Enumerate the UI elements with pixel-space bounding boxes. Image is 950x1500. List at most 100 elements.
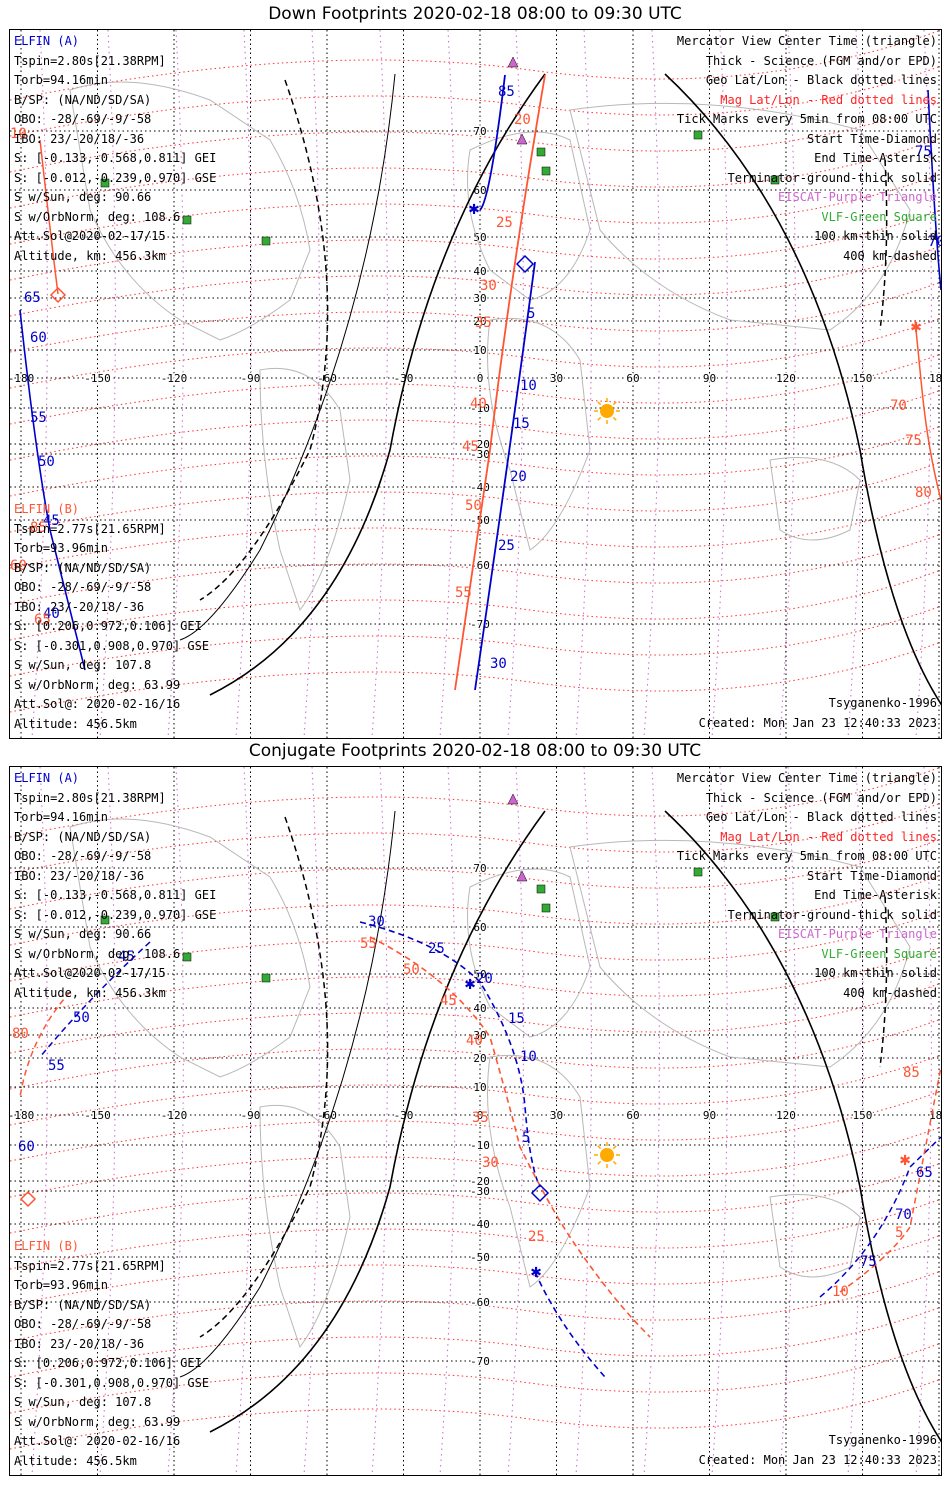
- coastline: [769, 1194, 861, 1278]
- legend-item: End Time-Asterisk: [814, 151, 937, 165]
- sun-ray: [612, 416, 617, 421]
- vlf-square-icon: [693, 130, 703, 140]
- mag-lat-line: [10, 281, 941, 353]
- legend-item: Terminator-ground-thick solid: [727, 907, 937, 922]
- elfin-a-line: B/SP: (NA/ND/SD/SA): [14, 829, 152, 844]
- elfin-a-track: [927, 89, 941, 291]
- terminator-line: [209, 73, 546, 696]
- elfin-a-line: S w/OrbNorm, deg: 108.6: [14, 209, 181, 224]
- elfin-a-tick-label: 30: [490, 656, 507, 672]
- elfin-a-tick-label: 10: [520, 378, 537, 394]
- elfin-b-line: Altitude: 456.5km: [14, 716, 137, 731]
- elfin-a-line: Altitude, km: 456.3km: [14, 985, 166, 1000]
- mag-lon-line: [575, 30, 592, 738]
- elfin-b-tick-label: 10: [832, 1284, 849, 1300]
- elfin-a-tick-label: 15: [508, 1011, 525, 1027]
- elfin-b-tick-label: 55: [455, 585, 472, 601]
- mag-lon-line: [99, 767, 116, 1475]
- elfin-b-info: ELFIN (B) Tspin=2.77s[21.65RPM] Torb=93.…: [14, 1237, 209, 1471]
- lat-label: -30: [470, 448, 490, 461]
- lon-label: -180: [10, 1109, 34, 1122]
- elfin-a-line: S w/OrbNorm, deg: 108.6: [14, 946, 181, 961]
- legend-item: End Time-Asterisk: [814, 888, 937, 902]
- lat-label: 10: [473, 344, 486, 357]
- lat-label: 20: [473, 1052, 486, 1065]
- lon-label: 120: [776, 1109, 796, 1122]
- lon-label: 30: [550, 372, 563, 385]
- elfin-a-line: S: [-0.012,-0.239,0.970] GSE: [14, 170, 217, 185]
- lon-label: 150: [853, 372, 873, 385]
- elfin-a-tick-label: 55: [48, 1058, 65, 1074]
- lon-label: -60: [317, 1109, 337, 1122]
- elfin-a-line: S w/Sun, deg: 90.66: [14, 190, 152, 204]
- elfin-b-line: Altitude: 456.5km: [14, 1453, 137, 1468]
- elfin-a-tick-label: 65: [24, 290, 41, 306]
- legend-item: 400 km-dashed: [843, 985, 937, 1000]
- lon-label: 60: [626, 1109, 639, 1122]
- elfin-a-line: Tspin=2.80s[21.38RPM]: [14, 790, 166, 805]
- legend-item: Mag Lat/Lon - Red dotted lines: [720, 92, 937, 107]
- elfin-a-line: S: [-0.133,-0.568,0.811] GEI: [14, 888, 217, 902]
- lat-label: 20: [473, 315, 486, 328]
- mag-lat-line: [10, 461, 941, 533]
- terminator-100km: [179, 810, 396, 1378]
- legend-item: Terminator-ground-thick solid: [727, 170, 937, 185]
- lat-label: 50: [473, 231, 486, 244]
- terminator-400km: [879, 896, 888, 1068]
- eiscat-triangle-icon: [516, 870, 528, 882]
- elfin-b-track: [454, 74, 546, 691]
- elfin-b-track: [39, 139, 59, 295]
- elfin-b-tick-label: 35: [475, 315, 492, 331]
- lon-label: -90: [241, 1109, 261, 1122]
- elfin-b-line: Att.Sol@: 2020-02-16/16: [14, 1434, 181, 1448]
- legend-item: VLF-Green Square: [821, 946, 937, 961]
- elfin-b-tick-label: 25: [528, 1229, 545, 1245]
- mag-lon-line: [915, 767, 932, 1475]
- terminator-400km: [199, 816, 329, 1338]
- mag-lat-line: [10, 641, 941, 713]
- elfin-a-tick-label: 15: [513, 416, 530, 432]
- mag-lat-line: [10, 767, 941, 838]
- mag-lat-line: [10, 1378, 941, 1450]
- elfin-a-line: Tspin=2.80s[21.38RPM]: [14, 53, 166, 68]
- elfin-a-tick-label: 50: [73, 1010, 90, 1026]
- mag-lon-line: [643, 767, 660, 1475]
- mag-lon-line: [167, 767, 184, 1475]
- lat-label: -40: [470, 1218, 490, 1231]
- lon-label: 150: [853, 1109, 873, 1122]
- legend-item: VLF-Green Square: [821, 209, 937, 224]
- lon-label: -150: [84, 372, 111, 385]
- elfin-b-tick-label: 80: [12, 1026, 29, 1042]
- lon-label: 0: [477, 1109, 484, 1122]
- elfin-b-tick-label: 40: [466, 1033, 483, 1049]
- lon-label: 0: [477, 372, 484, 385]
- coastline: [69, 81, 311, 341]
- mag-lat-line: [10, 533, 941, 605]
- elfin-a-tick-label: 75: [915, 144, 932, 160]
- elfin-b-tick-label: 55: [360, 936, 377, 952]
- elfin-b-tick-label: 20: [514, 112, 531, 128]
- coastline: [487, 317, 591, 551]
- legend-item: EISCAT-Purple Triangle: [778, 927, 937, 941]
- mag-lat-line: [10, 1234, 941, 1306]
- elfin-a-track: [474, 74, 536, 691]
- lon-label: -150: [84, 1109, 111, 1122]
- vlf-square-icon: [182, 952, 192, 962]
- legend-item: 100 km-thin solid: [814, 229, 937, 243]
- legend-item: Thick - Science (FGM and/or EPD): [705, 53, 937, 68]
- mag-lon-line: [31, 767, 48, 1475]
- elfin-a-tick-label: 70: [895, 1207, 912, 1223]
- elfin-a-line: S w/Sun, deg: 90.66: [14, 927, 152, 941]
- lat-label: 70: [473, 862, 486, 875]
- elfin-b-tick-label: 75: [905, 433, 922, 449]
- lat-label: -20: [470, 1175, 490, 1188]
- model-label: Tsyganenko-1996: [828, 1433, 937, 1447]
- legend-item: Start Time-Diamond: [806, 131, 937, 146]
- elfin-b-tick-label: 70: [890, 398, 907, 414]
- elfin-a-track: [359, 921, 606, 1378]
- vlf-square-icon: [693, 867, 703, 877]
- mag-lon-line: [643, 30, 660, 738]
- mag-lat-line: [10, 137, 941, 209]
- sun-ray: [612, 1160, 617, 1165]
- elfin-a-tick-label: 70: [928, 234, 941, 250]
